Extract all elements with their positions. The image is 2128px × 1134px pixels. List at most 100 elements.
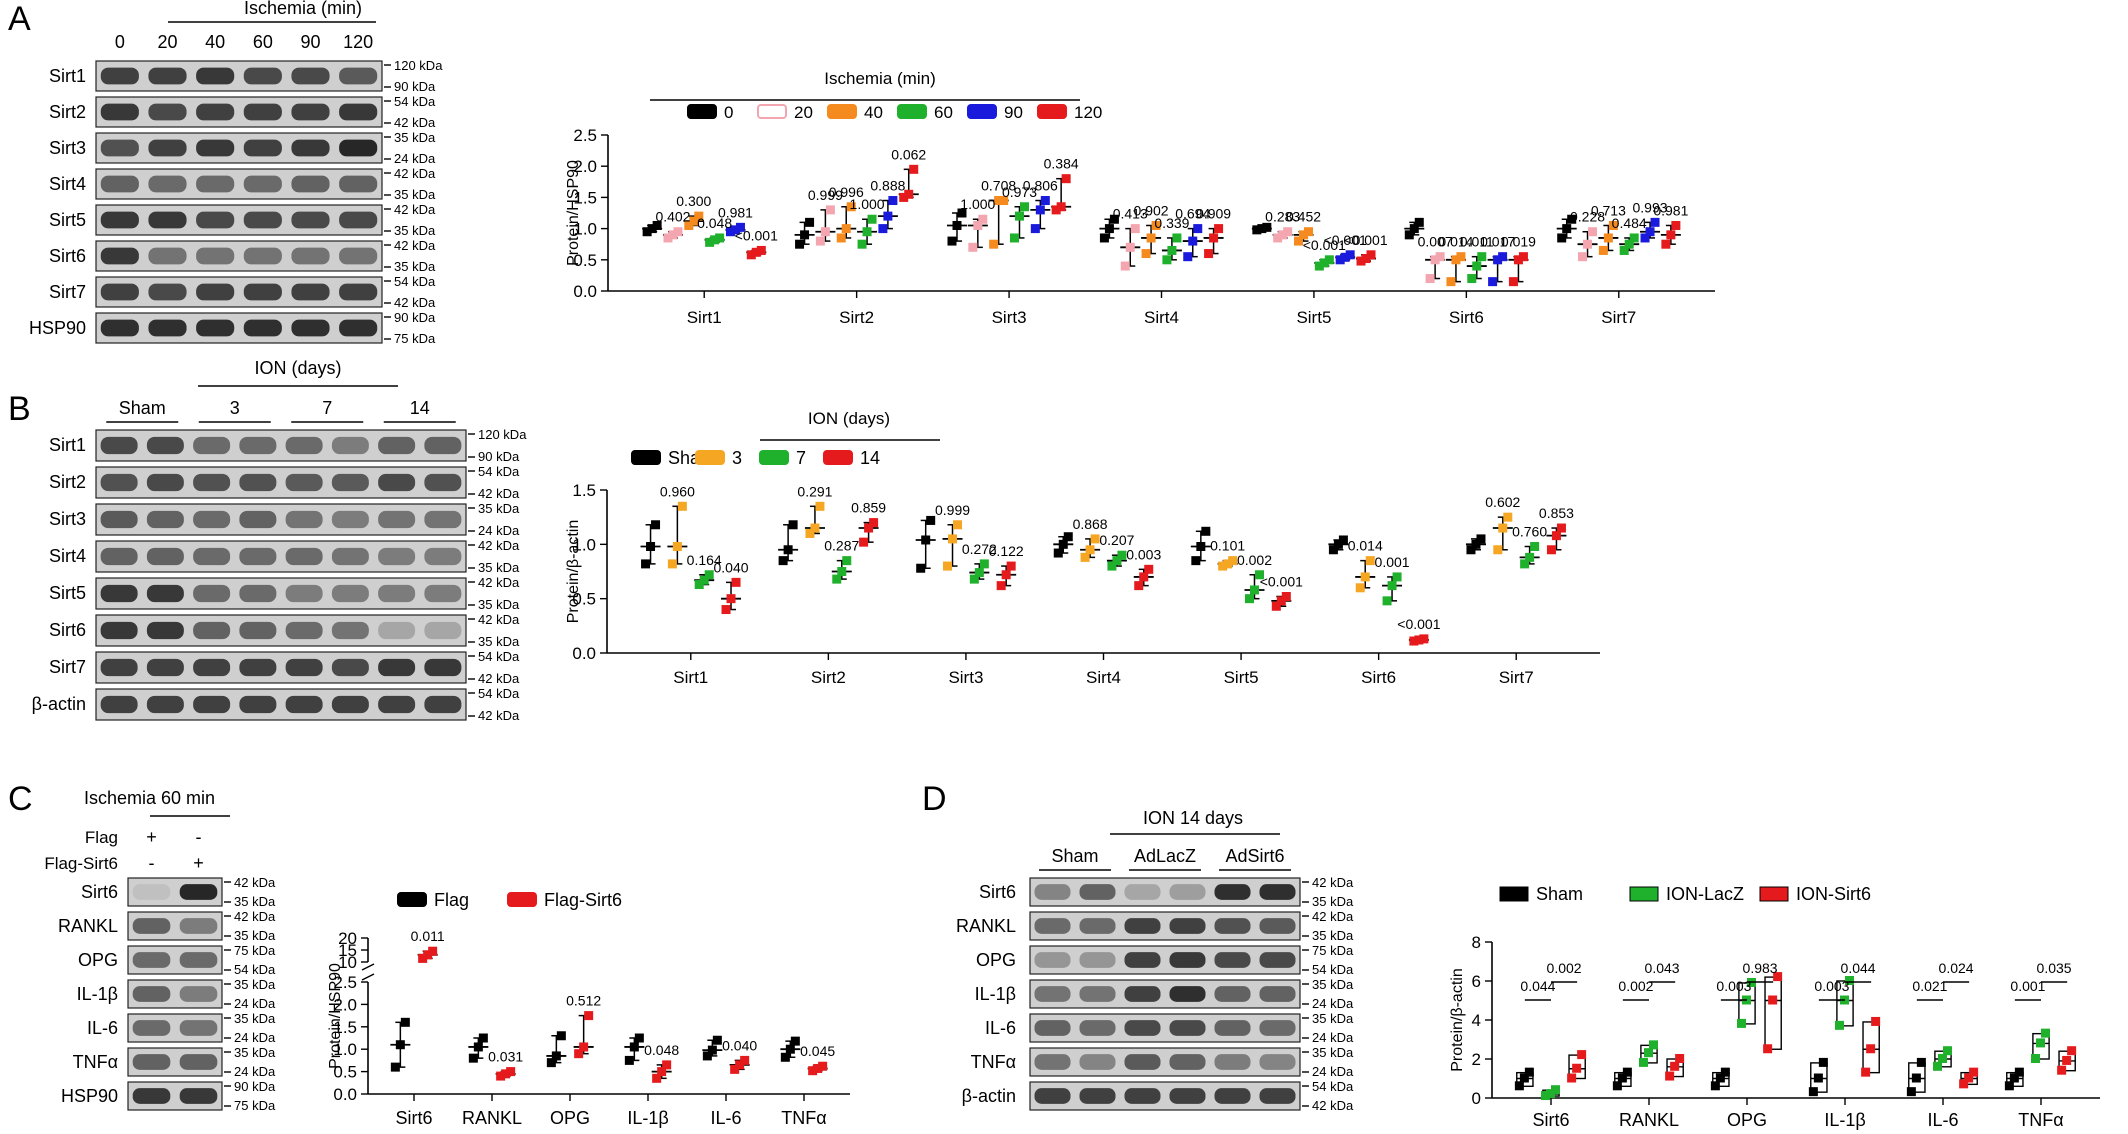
point-90-sirt6 xyxy=(1493,255,1503,265)
point-sham-opg xyxy=(1715,1073,1725,1083)
marker-c-il-6-upper-kda: 35 kDa xyxy=(234,1011,276,1026)
blot-d-sirt6-band xyxy=(1079,884,1116,900)
point-flag-sirt6-tnf xyxy=(818,1061,828,1071)
point-90-sirt7 xyxy=(1640,233,1650,243)
p-value-label: 0.207 xyxy=(1099,532,1134,548)
point-90-sirt2 xyxy=(883,211,893,221)
point-flag-tnf xyxy=(785,1044,795,1054)
blot-a-sirt7-band xyxy=(100,283,139,301)
point-7-sirt4 xyxy=(1117,550,1127,560)
point-7-sirt5 xyxy=(1249,585,1259,595)
point-60-sirt2 xyxy=(862,227,872,237)
point-90-sirt3 xyxy=(1035,205,1045,215)
p-value-label: 0.040 xyxy=(722,1037,757,1053)
point-ion-sirt6-sirt6 xyxy=(1567,1073,1577,1083)
marker-d-il-1-upper-kda: 35 kDa xyxy=(1312,977,1354,992)
point-0-sirt3 xyxy=(952,220,962,230)
blot-d-rankl-band xyxy=(1079,918,1116,934)
point-60-sirt7 xyxy=(1619,245,1629,255)
legend-title: Ischemia (min) xyxy=(824,69,935,88)
blot-b-sirt1-band xyxy=(100,436,138,455)
point-7-sirt1 xyxy=(704,570,714,580)
point-20-sirt5 xyxy=(1273,233,1283,243)
point-60-sirt6 xyxy=(1477,252,1487,262)
blot-b-sirt6-band xyxy=(239,621,277,640)
marker-c-il-1-lower-kda: 24 kDa xyxy=(234,996,276,1011)
p-value-label: 0.452 xyxy=(1286,209,1321,225)
blot-d-il-1-band xyxy=(1259,986,1296,1002)
panel-letter-c: C xyxy=(8,780,33,818)
point-20-sirt6 xyxy=(1430,255,1440,265)
y-tick-label: 0.5 xyxy=(572,590,596,609)
y-tick-label: 2.0 xyxy=(333,995,357,1014)
point-3-sirt7 xyxy=(1498,523,1508,533)
marker-c-tnf-upper-kda: 35 kDa xyxy=(234,1045,276,1060)
blot-row-label-sirt2: Sirt2 xyxy=(49,102,86,122)
blot-b-sirt3-band xyxy=(331,510,369,529)
point-40-sirt3 xyxy=(994,196,1004,206)
point-14-sirt3 xyxy=(1001,570,1011,580)
point-120-sirt7 xyxy=(1661,239,1671,249)
blot-row-label-sirt1: Sirt1 xyxy=(49,66,86,86)
blot-a-sirt6-membrane xyxy=(95,240,383,272)
p-value-label: 0.002 xyxy=(1237,552,1272,568)
p-value-label: 1.000 xyxy=(960,196,995,212)
point-20-sirt3 xyxy=(978,214,988,224)
blot-a-sirt7-band xyxy=(243,283,282,301)
blot-d-tnf-band xyxy=(1259,1054,1296,1070)
blot-a-sirt4-band xyxy=(196,175,235,193)
blot-a-hsp90-band xyxy=(291,319,330,337)
blot-d-actin-band xyxy=(1124,1088,1161,1104)
blot-d-sirt6-band xyxy=(1124,884,1161,900)
blot-b-sirt5-band xyxy=(239,584,277,603)
marker-a-sirt4-lower-kda: 35 kDa xyxy=(394,187,436,202)
point-7-sirt2 xyxy=(832,574,842,584)
blot-row-label-sirt7: Sirt7 xyxy=(49,657,86,677)
point-flag-tnf xyxy=(790,1036,800,1046)
blot-condition-title: Ischemia 60 min xyxy=(84,788,215,808)
marker-c-sirt6-upper-kda: 42 kDa xyxy=(234,875,276,890)
p-value-label: <0.001 xyxy=(1303,237,1346,253)
blot-a-sirt2-membrane xyxy=(95,96,383,128)
point-120-sirt2 xyxy=(899,192,909,202)
blot-d-il-1-band xyxy=(1169,986,1206,1002)
blot-a-sirt3-membrane xyxy=(95,132,383,164)
point-0-sirt4 xyxy=(1099,233,1109,243)
blot-a-sirt1-band xyxy=(339,67,378,85)
point-ion-sirt6-il-1 xyxy=(1871,1016,1881,1026)
marker-a-sirt6-upper-kda: 42 kDa xyxy=(394,238,436,253)
point-90-sirt2 xyxy=(888,196,898,206)
point-ion-sirt6-rankl xyxy=(1670,1061,1680,1071)
y-tick-label: 0.0 xyxy=(573,282,597,301)
p-value-label: 0.024 xyxy=(1939,960,1974,976)
point-flag-tnf xyxy=(780,1052,790,1062)
lane-label: 14 xyxy=(410,398,430,418)
point-120-sirt4 xyxy=(1204,249,1214,259)
blot-a-sirt2-band xyxy=(196,103,235,121)
blot-c-il-1-band xyxy=(179,986,218,1002)
point-flag-sirt6-il-1 xyxy=(662,1060,672,1070)
point-14-sirt4 xyxy=(1144,564,1154,574)
x-category-label-sirt2: Sirt2 xyxy=(839,308,874,327)
blot-a-sirt4-membrane xyxy=(95,168,383,200)
point-60-sirt2 xyxy=(867,214,877,224)
point-7-sirt5 xyxy=(1244,594,1254,604)
blot-d-rankl-band xyxy=(1214,918,1251,934)
marker-c-il-1-upper-kda: 35 kDa xyxy=(234,977,276,992)
blot-b-sirt2-band xyxy=(378,473,416,492)
lane-label: 7 xyxy=(322,398,332,418)
point-sham-sirt2 xyxy=(788,520,798,530)
blot-a-hsp90-membrane xyxy=(95,312,383,344)
p-value-label: 1.000 xyxy=(850,196,885,212)
marker-d-il-6-upper-kda: 35 kDa xyxy=(1312,1011,1354,1026)
blot-d-rankl-membrane xyxy=(1029,911,1301,941)
blot-b-actin-band xyxy=(424,695,462,714)
legend-label-ion-sirt6: ION-Sirt6 xyxy=(1796,884,1871,904)
p-value-label: 0.164 xyxy=(687,552,722,568)
panel-c: C Ischemia 60 min Flag + - Flag-Sirt6 - + Sirt6 4… xyxy=(8,780,850,1128)
panel-letter-a: A xyxy=(8,0,31,38)
point-flag-sirt6-il-6 xyxy=(730,1064,740,1074)
point-3-sirt3 xyxy=(943,561,953,571)
blot-a-sirt7-band xyxy=(339,283,378,301)
p-value-label: 0.339 xyxy=(1154,215,1189,231)
